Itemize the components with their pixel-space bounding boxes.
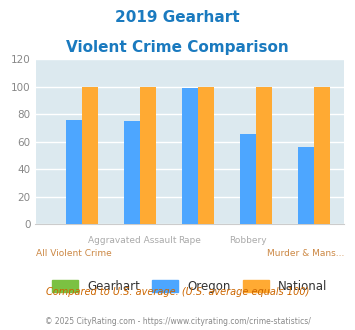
Bar [256,87,272,224]
Bar [240,134,256,224]
Bar [198,87,214,224]
Text: Compared to U.S. average. (U.S. average equals 100): Compared to U.S. average. (U.S. average … [46,287,309,297]
Text: Murder & Mans...: Murder & Mans... [267,249,345,258]
Text: 2019 Gearhart: 2019 Gearhart [115,10,240,25]
Text: © 2025 CityRating.com - https://www.cityrating.com/crime-statistics/: © 2025 CityRating.com - https://www.city… [45,317,310,326]
Bar [82,87,98,224]
Bar [124,121,140,224]
Text: Violent Crime Comparison: Violent Crime Comparison [66,40,289,54]
Bar [314,87,330,224]
Text: Robbery: Robbery [229,236,267,245]
Bar [182,88,198,224]
Legend: Gearhart, Oregon, National: Gearhart, Oregon, National [52,280,328,293]
Bar [298,148,314,224]
Text: Aggravated Assault: Aggravated Assault [88,236,176,245]
Text: All Violent Crime: All Violent Crime [36,249,112,258]
Text: Rape: Rape [179,236,201,245]
Bar [140,87,156,224]
Bar [66,120,82,224]
